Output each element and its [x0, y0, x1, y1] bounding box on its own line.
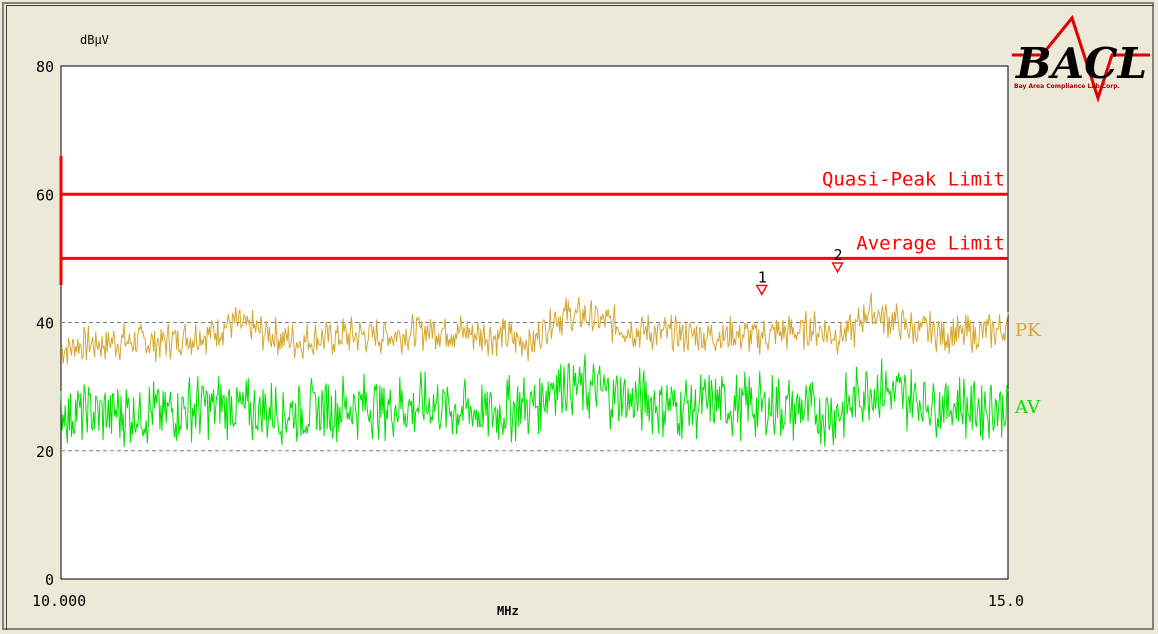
x-tick-start: 10.000 [32, 592, 86, 610]
peak-markers: 12 [755, 246, 844, 296]
logo-text: BACL [1015, 39, 1147, 88]
x-tick-end: 15.0 [988, 592, 1024, 610]
y-tick-20: 20 [36, 443, 54, 461]
limit-lines: Quasi-Peak Limit Average Limit [59, 156, 1008, 285]
limit-label-0: Quasi-Peak Limit [822, 168, 1005, 190]
marker-1-icon [755, 284, 768, 296]
marker-label-2: 2 [834, 246, 843, 264]
y-tick-40: 40 [36, 315, 54, 333]
y-tick-0: 0 [45, 571, 54, 589]
axis-ticks: 0 20 40 60 80 10.000 15.0 [32, 58, 1024, 610]
y-tick-60: 60 [36, 186, 54, 204]
marker-2-icon [831, 262, 844, 274]
bacl-logo: BACL Bay Area Compliance Lab Corp. [1012, 14, 1150, 103]
trace-av [60, 354, 1009, 447]
marker-label-1: 1 [758, 268, 767, 286]
trace-pk [60, 292, 1009, 365]
chart-window-inner [6, 5, 1154, 630]
logo-zigzag-icon [1012, 14, 1150, 103]
x-axis-label: MHz [497, 604, 519, 618]
trace-label-av: AV [1014, 397, 1041, 418]
series-traces: PK AV [60, 292, 1041, 447]
grid-lines [61, 322, 1008, 452]
trace-label-pk: PK [1015, 320, 1041, 341]
limit-label-1: Average Limit [856, 232, 1005, 254]
y-tick-80: 80 [36, 58, 54, 76]
y-axis-label: dBμV [80, 33, 109, 47]
logo-tagline: Bay Area Compliance Lab Corp. [1014, 83, 1120, 90]
